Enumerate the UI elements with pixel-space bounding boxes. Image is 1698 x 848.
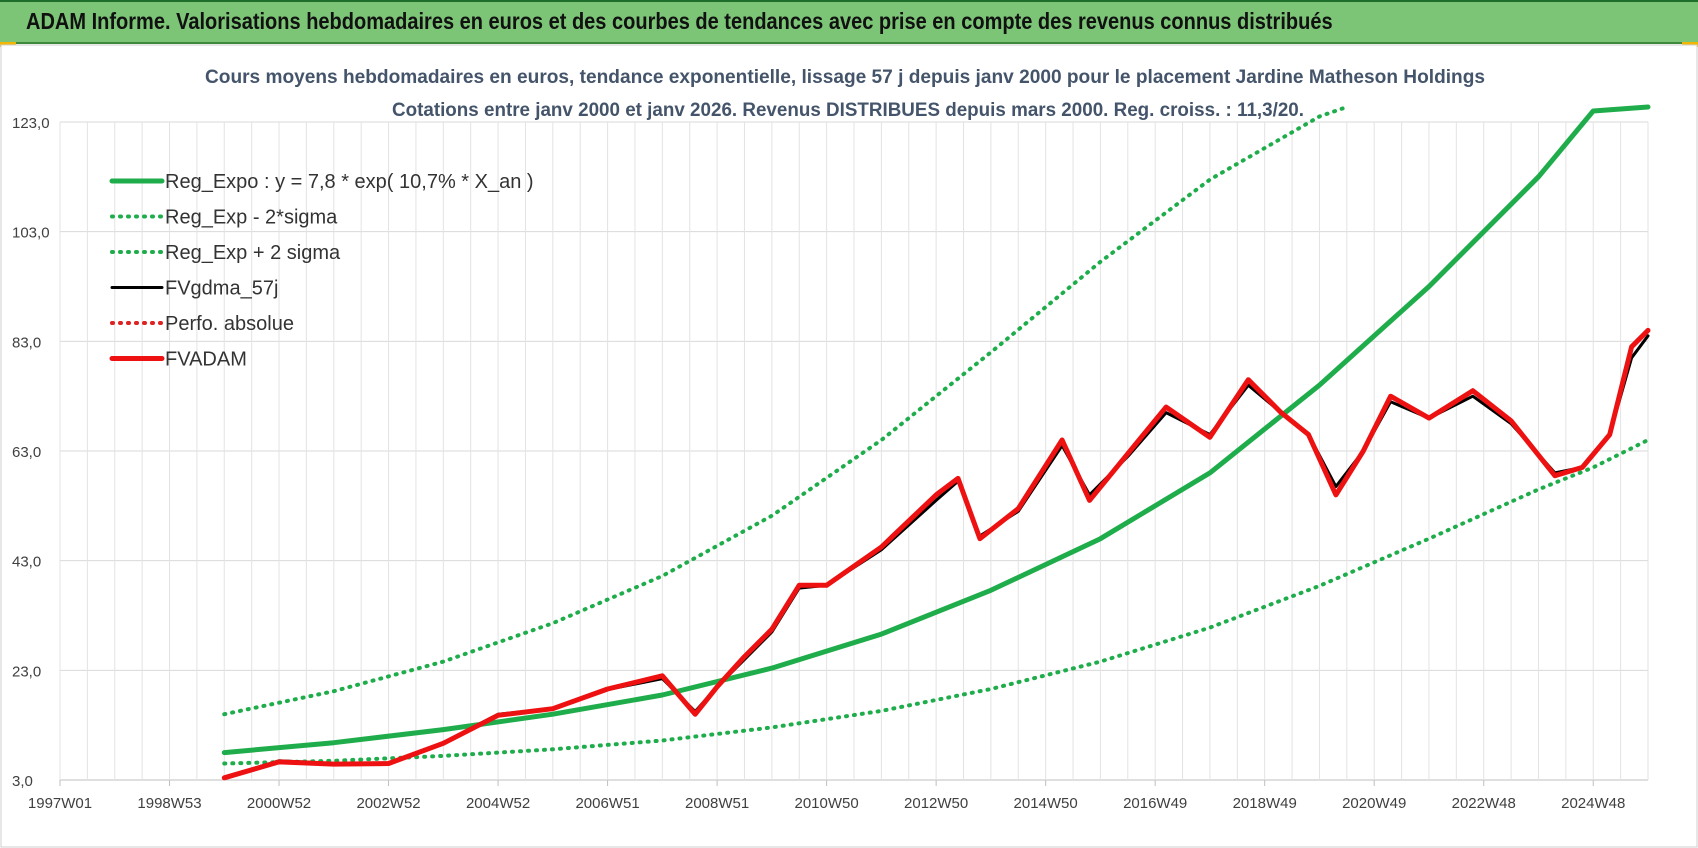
legend-label: Perfo. absolue	[165, 313, 294, 335]
legend-label: Reg_Exp + 2 sigma	[165, 242, 341, 264]
y-tick-label: 63,0	[12, 444, 41, 461]
report-title: ADAM Informe. Valorisations hebdomadaire…	[26, 8, 1333, 34]
x-tick-label: 2000W52	[247, 795, 311, 812]
legend-label: FVADAM	[165, 349, 247, 371]
x-tick-label: 2006W51	[575, 795, 639, 812]
chart-title-line2: Cotations entre janv 2000 et janv 2026. …	[392, 100, 1304, 121]
chart-area	[0, 44, 1698, 848]
y-tick-label: 123,0	[12, 115, 50, 132]
y-axis-ticks: 3,0 23,0 43,0 63,0 83,0 103,0 123,0	[12, 115, 50, 790]
x-tick-label: 2020W49	[1342, 795, 1406, 812]
line-chart: Cours moyens hebdomadaires en euros, ten…	[0, 44, 1698, 848]
x-tick-label: 2016W49	[1123, 795, 1187, 812]
series-line-2	[222, 105, 1349, 717]
legend: Reg_Expo : y = 7,8 * exp( 10,7% * X_an )…	[109, 171, 534, 371]
x-tick-label: 2012W50	[904, 795, 968, 812]
x-axis-ticks: 1997W01 1998W53 2000W52 2002W52 2004W52 2006W…	[28, 780, 1625, 812]
legend-label: Reg_Expo : y = 7,8 * exp( 10,7% * X_an )	[165, 171, 534, 193]
y-tick-label: 83,0	[12, 334, 41, 351]
y-tick-label: 43,0	[12, 554, 41, 571]
x-tick-label: 2010W50	[795, 795, 859, 812]
series-lines	[221, 104, 1651, 781]
y-tick-label: 103,0	[12, 225, 50, 242]
x-tick-label: 1998W53	[137, 795, 201, 812]
x-tick-label: 1997W01	[28, 795, 92, 812]
series-line-1	[222, 438, 1650, 766]
grid	[59, 121, 1649, 781]
x-tick-label: 2024W48	[1561, 795, 1625, 812]
y-tick-label: 23,0	[12, 663, 41, 680]
x-tick-label: 2018W49	[1233, 795, 1297, 812]
y-tick-label: 3,0	[12, 773, 33, 790]
x-tick-label: 2022W48	[1452, 795, 1516, 812]
x-tick-label: 2014W50	[1014, 795, 1078, 812]
legend-label: FVgdma_57j	[165, 278, 278, 300]
chart-title-line1: Cours moyens hebdomadaires en euros, ten…	[205, 67, 1485, 88]
x-tick-label: 2004W52	[466, 795, 530, 812]
x-tick-label: 2002W52	[356, 795, 420, 812]
series-line-5	[221, 327, 1651, 781]
legend-label: Reg_Exp - 2*sigma	[165, 207, 338, 229]
report-banner: ADAM Informe. Valorisations hebdomadaire…	[0, 0, 1698, 44]
x-tick-label: 2008W51	[685, 795, 749, 812]
